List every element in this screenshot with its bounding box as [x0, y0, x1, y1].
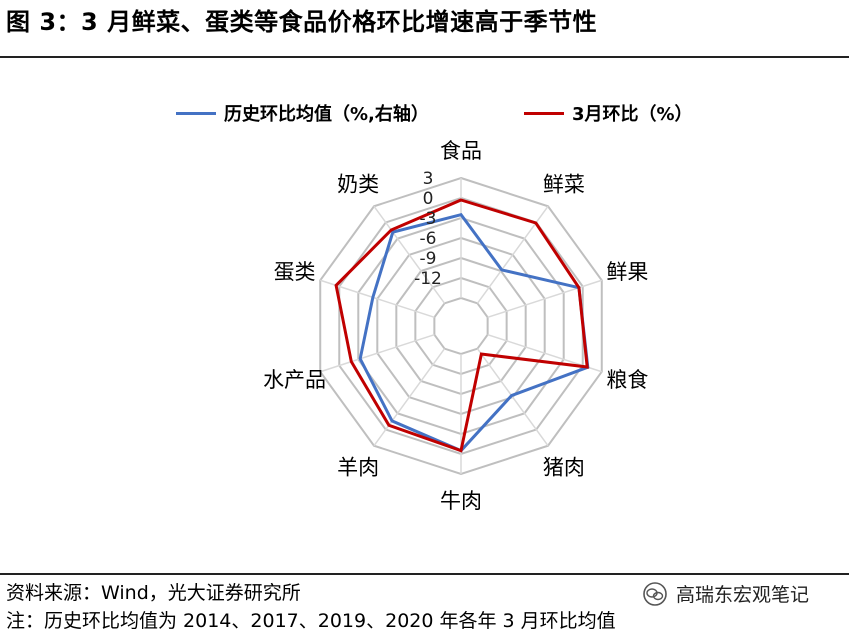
category-label-8: 蛋类 — [274, 260, 316, 284]
legend-label-march: 3月环比（%） — [572, 104, 693, 125]
legend-item-historical: 历史环比均值（%,右轴） — [176, 100, 429, 126]
grid-ring-6 — [433, 296, 489, 356]
category-label-7: 水产品 — [263, 368, 326, 392]
tick-label-1: 0 — [423, 189, 434, 209]
legend-swatch-march — [524, 111, 564, 115]
grid-spoke-6 — [373, 348, 446, 447]
grid-spoke-2 — [487, 279, 602, 319]
legend-item-march: 3月环比（%） — [524, 100, 693, 126]
legend-swatch-historical — [176, 111, 216, 115]
grid-spoke-8 — [320, 279, 435, 319]
radial-tick-labels: 30-3-6-9-12 — [414, 169, 442, 289]
radar-grid — [319, 176, 603, 476]
category-label-3: 粮食 — [606, 368, 648, 392]
source-note: 资料来源：Wind，光大证券研究所 — [6, 582, 301, 604]
page-title: 图 3：3 月鲜菜、蛋类等食品价格环比增速高于季节性 — [6, 8, 598, 36]
tick-label-0: 3 — [423, 169, 434, 189]
bottom-divider — [0, 573, 849, 575]
category-label-0: 食品 — [440, 139, 482, 163]
watermark: 高瑞东宏观笔记 — [642, 580, 809, 607]
top-divider — [0, 56, 849, 58]
footnote: 注：历史环比均值为 2014、2017、2019、2020 年各年 3 月环比均… — [6, 610, 616, 632]
tick-label-2: -3 — [420, 209, 437, 229]
tick-label-5: -12 — [414, 269, 442, 289]
tick-label-4: -9 — [420, 249, 437, 269]
category-label-4: 猪肉 — [543, 456, 585, 480]
tick-label-3: -6 — [420, 229, 437, 249]
grid-spoke-7 — [320, 333, 435, 373]
chart-legend: 历史环比均值（%,右轴） 3月环比（%） — [0, 100, 849, 130]
radar-series — [334, 198, 590, 453]
wechat-icon — [643, 581, 667, 606]
category-label-9: 奶类 — [337, 172, 379, 196]
category-label-6: 羊肉 — [337, 456, 379, 480]
category-label-1: 鲜菜 — [543, 172, 585, 196]
category-label-2: 鲜果 — [606, 260, 648, 284]
category-label-5: 牛肉 — [440, 489, 482, 513]
grid-spoke-4 — [476, 348, 549, 447]
grid-spoke-9 — [373, 205, 446, 304]
series-line-1 — [334, 198, 589, 453]
legend-label-historical: 历史环比均值（%,右轴） — [224, 104, 429, 125]
watermark-text: 高瑞东宏观笔记 — [676, 584, 810, 606]
